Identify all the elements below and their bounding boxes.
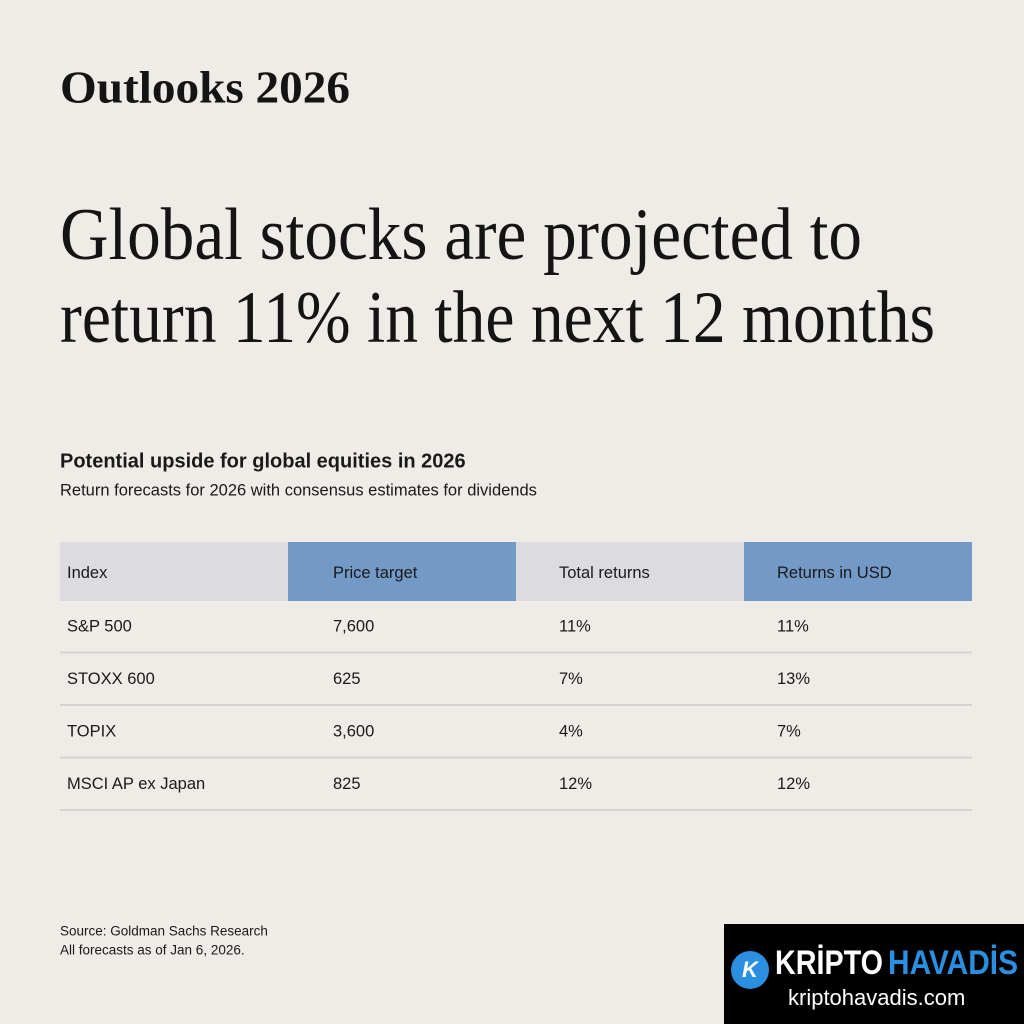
column-header: Returns in USD — [777, 564, 892, 582]
table-cell: 625 — [333, 670, 361, 688]
row-divider — [60, 756, 972, 759]
table-cell: 7% — [559, 670, 583, 688]
table-cell: 3,600 — [333, 723, 374, 741]
watermark-url: kriptohavadis.com — [788, 985, 965, 1010]
header-cell — [288, 542, 516, 601]
headline-line: return 11% in the next 12 months — [60, 277, 935, 359]
row-divider — [60, 651, 972, 654]
watermark-box — [724, 924, 1024, 1024]
table-cell: STOXX 600 — [67, 670, 155, 688]
row-divider — [60, 809, 972, 811]
table-cell: 12% — [559, 775, 592, 793]
table-cell: 13% — [777, 670, 810, 688]
column-header: Index — [67, 564, 108, 582]
table-title: Potential upside for global equities in … — [60, 450, 466, 472]
source: Source: Goldman Sachs Research — [60, 924, 268, 939]
table-cell: 11% — [559, 618, 591, 636]
watermark-logo-letter: K — [742, 957, 760, 982]
footnote: All forecasts as of Jan 6, 2026. — [60, 943, 245, 958]
header-cell — [744, 542, 972, 601]
watermark-word: KRİPTO — [775, 944, 883, 982]
table-cell: MSCI AP ex Japan — [67, 775, 205, 793]
table: Index Price target Total returns Returns in… — [60, 542, 972, 811]
table-cell: S&P 500 — [67, 618, 132, 636]
table-cell: 7% — [777, 723, 801, 741]
column-header: Price target — [333, 564, 418, 582]
header-cell — [516, 542, 744, 601]
table-cell: TOPIX — [67, 723, 116, 741]
brand-title: Outlooks 2026 — [60, 62, 350, 113]
header-cell — [60, 542, 288, 601]
watermark-logo — [731, 951, 769, 989]
column-header: Total returns — [559, 564, 650, 582]
table-cell: 4% — [559, 723, 583, 741]
watermark-word: HAVADİS — [888, 944, 1018, 982]
table-subtitle: Return forecasts for 2026 with consensus… — [60, 481, 537, 499]
table-cell: 11% — [777, 618, 809, 636]
table-cell: 7,600 — [333, 618, 374, 636]
table-cell: 825 — [333, 775, 361, 793]
watermark: K KRİPTO HAVADİS kriptohavadis.com — [724, 924, 1024, 1024]
headline-line: Global stocks are projected to — [60, 194, 862, 276]
row-divider — [60, 704, 972, 706]
table-cell: 12% — [777, 775, 810, 793]
